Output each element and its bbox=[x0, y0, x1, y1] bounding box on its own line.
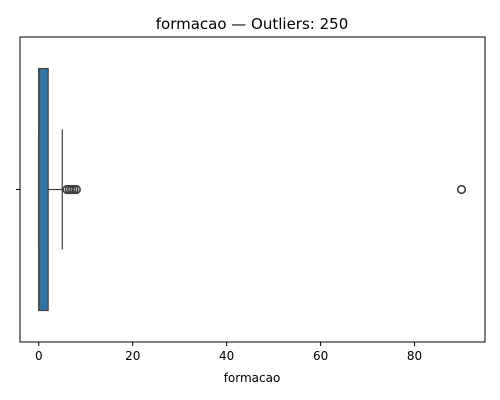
x-axis-ticks: 0 20 40 60 80 bbox=[35, 342, 422, 363]
x-tick-label: 20 bbox=[125, 349, 140, 363]
plot-area-frame bbox=[19, 36, 486, 343]
chart-title: formacao — Outliers: 250 bbox=[156, 15, 349, 33]
outlier-point bbox=[456, 184, 467, 195]
box-group bbox=[38, 67, 63, 312]
box-iqr bbox=[38, 67, 49, 312]
x-tick-label: 40 bbox=[219, 349, 234, 363]
outlier-point bbox=[71, 184, 81, 195]
outlier-points bbox=[62, 184, 467, 195]
x-tick-label: 60 bbox=[313, 349, 328, 363]
x-tick-label: 80 bbox=[407, 349, 422, 363]
x-tick-label: 0 bbox=[35, 349, 43, 363]
x-axis-label: formacao bbox=[224, 371, 281, 385]
